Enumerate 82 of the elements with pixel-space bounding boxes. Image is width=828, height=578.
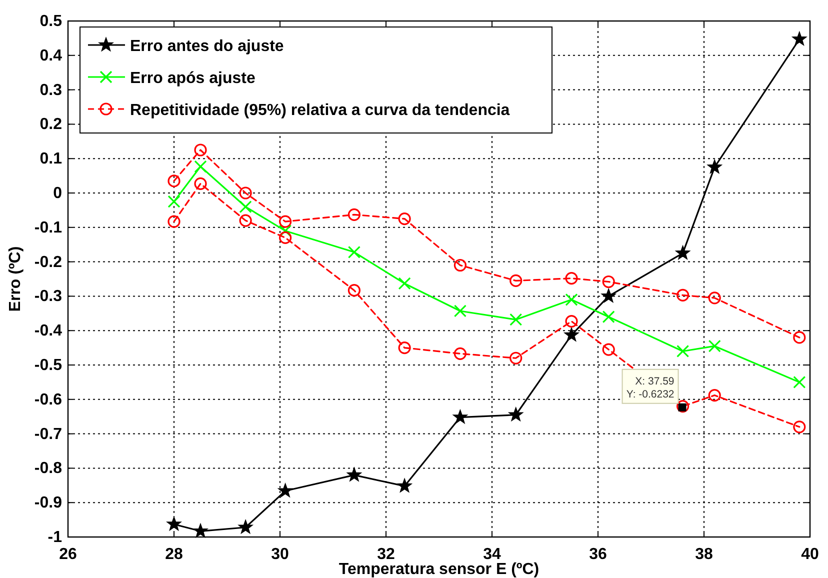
- point: [168, 215, 180, 228]
- point: [167, 517, 181, 530]
- legend-label: Repetitividade (95%) relativa a curva da tendencia: [130, 102, 510, 119]
- point: [348, 208, 360, 221]
- point: [279, 231, 292, 244]
- x-tick-label: 32: [377, 546, 395, 563]
- point: [278, 484, 292, 497]
- point: [239, 186, 252, 200]
- point: [509, 408, 522, 421]
- x-tick-label: 30: [271, 546, 289, 563]
- point: [168, 174, 180, 188]
- point: [348, 468, 361, 481]
- x-tick-label: 28: [165, 546, 183, 563]
- point: [454, 258, 466, 272]
- point: [398, 212, 411, 226]
- y-tick-label: -0.6: [34, 391, 62, 408]
- x-tick-label: 38: [695, 546, 713, 563]
- point: [239, 214, 252, 227]
- point: [602, 343, 615, 356]
- annotation: X: 37.59 Y: -0.6232: [626, 375, 674, 400]
- point: [565, 293, 578, 306]
- y-tick-label: -0.8: [34, 460, 62, 478]
- point: [279, 224, 292, 238]
- y-tick-label: 0: [53, 185, 62, 202]
- point: [793, 420, 806, 434]
- point: [194, 177, 207, 190]
- y-axis-title: Erro (ºC): [7, 246, 24, 312]
- point: [708, 160, 722, 173]
- y-tick-label: 0.1: [40, 150, 62, 168]
- point: [708, 340, 721, 352]
- point: [510, 313, 522, 326]
- y-tick-label: -0.2: [34, 254, 62, 271]
- y-tick-label: -0.4: [34, 322, 62, 340]
- x-tick-label: 36: [589, 546, 607, 563]
- point: [676, 400, 690, 413]
- point: [398, 479, 412, 492]
- y-tick-label: 0.2: [40, 116, 62, 134]
- point: [708, 292, 721, 304]
- point: [348, 246, 360, 258]
- y-tick-label: 0.5: [40, 13, 62, 30]
- point: [348, 284, 360, 297]
- point: [510, 274, 522, 288]
- y-tick-label: -1: [48, 529, 62, 546]
- x-axis-title: Temperatura sensor E (ºC): [338, 561, 540, 578]
- point: [565, 272, 578, 285]
- point: [602, 289, 616, 302]
- point: [792, 32, 806, 45]
- point: [194, 160, 207, 173]
- y-tick-label: -0.1: [34, 219, 62, 236]
- y-tick-label: -0.5: [34, 357, 62, 374]
- point: [194, 144, 207, 156]
- point: [398, 277, 411, 290]
- point: [194, 524, 208, 537]
- legend-label: Erro após ajuste: [130, 70, 256, 87]
- point: [239, 200, 252, 214]
- x-tick-label: 34: [483, 546, 501, 563]
- y-tick-label: 0.3: [40, 82, 62, 99]
- x-tick-label: 26: [59, 546, 77, 563]
- point: [279, 215, 292, 228]
- y-tick-label: -0.3: [34, 288, 62, 306]
- point: [793, 331, 806, 344]
- point: [602, 310, 615, 324]
- point: [168, 195, 180, 208]
- y-tick-label: 0.4: [40, 47, 62, 64]
- point: [602, 275, 615, 288]
- point: [454, 304, 466, 318]
- point: [454, 347, 466, 360]
- point: [510, 352, 522, 364]
- point: [708, 388, 721, 402]
- x-tick-label: 40: [801, 546, 819, 563]
- point: [239, 520, 252, 534]
- point: [565, 315, 578, 328]
- legend-label: Erro antes do ajuste: [130, 38, 284, 55]
- y-tick-label: -0.9: [34, 494, 62, 512]
- y-tick-label: -0.7: [34, 426, 62, 443]
- point: [793, 376, 806, 388]
- point: [676, 246, 690, 259]
- point: [398, 342, 411, 354]
- point: [676, 344, 690, 358]
- point: [676, 288, 690, 302]
- point: [564, 328, 578, 341]
- point: [454, 410, 467, 423]
